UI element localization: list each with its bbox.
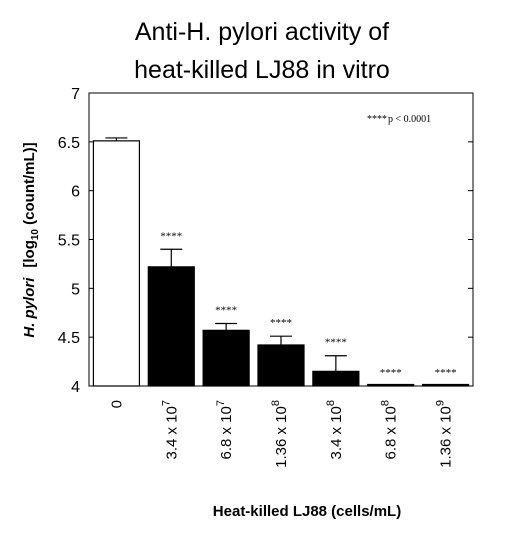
significance-mark-4: **** — [325, 337, 347, 349]
bar-2 — [202, 329, 250, 387]
y-tick-label: 4.5 — [58, 330, 80, 347]
bars: **** **** **** **** **** **** — [92, 137, 470, 387]
significance-mark-2: **** — [215, 304, 237, 316]
chart-title-line-2: heat-killed LJ88 in vitro — [134, 56, 390, 84]
bar-1 — [147, 266, 195, 387]
significance-mark-6: **** — [435, 367, 457, 379]
y-tick-label: 6.5 — [58, 135, 80, 152]
x-tick-label-1: 3.4 x 107 — [160, 400, 180, 460]
y-tick-label: 7 — [71, 86, 80, 103]
x-tick-mantissa: 6.8 x 10 — [218, 406, 235, 459]
y-tick-label: 4 — [71, 379, 80, 396]
significance-mark-1: **** — [160, 230, 182, 242]
x-tick-label-6: 1.36 x 109 — [435, 400, 455, 468]
significance-legend-stars: **** — [367, 114, 387, 125]
significance-legend: ****p < 0.0001 — [367, 114, 431, 125]
y-axis-label: H. pylori [log10 (count/mL)] — [21, 142, 41, 337]
x-tick-exponent: 9 — [435, 400, 447, 406]
x-tick-exponent: 8 — [380, 400, 392, 406]
x-tick-mantissa: 3.4 x 10 — [163, 406, 180, 459]
x-tick-mantissa: 6.8 x 10 — [383, 406, 400, 459]
bar-3 — [257, 344, 305, 387]
bar-5 — [367, 383, 415, 387]
x-tick-mantissa: 1.36 x 10 — [273, 406, 290, 468]
x-tick-mantissa: 0 — [108, 400, 125, 408]
significance-mark-5: **** — [380, 367, 402, 379]
x-tick-exponent: 7 — [215, 400, 227, 406]
y-tick-label: 5.5 — [58, 233, 80, 250]
y-axis-label-subscript: 10 — [30, 229, 41, 241]
chart-title: Anti-H. pylori activity of heat-killed L… — [134, 18, 390, 84]
chart-title-line-1: Anti-H. pylori activity of — [135, 18, 389, 46]
bar-0 — [92, 140, 141, 387]
y-tick-label: 5 — [71, 281, 80, 298]
x-tick-label-0: 0 — [108, 400, 125, 408]
x-tick-label-4: 3.4 x 108 — [325, 400, 345, 460]
y-axis: 4 4.5 5 5.5 6 6.5 7 — [58, 86, 473, 396]
y-axis-label-unit: (count/mL)] — [21, 142, 38, 229]
x-axis-label: Heat-killed LJ88 (cells/mL) — [213, 503, 401, 520]
bar-6 — [421, 383, 470, 387]
y-tick-label: 6 — [71, 184, 80, 201]
bar-4 — [312, 370, 360, 387]
x-tick-label-2: 6.8 x 107 — [215, 400, 235, 460]
significance-mark-3: **** — [270, 317, 292, 329]
x-tick-exponent: 7 — [160, 400, 172, 406]
y-axis-label-prefix: [log — [21, 240, 38, 268]
x-tick-label-5: 6.8 x 108 — [380, 400, 400, 460]
x-tick-exponent: 8 — [325, 400, 337, 406]
x-tick-exponent: 8 — [270, 400, 282, 406]
x-tick-label-3: 1.36 x 108 — [270, 400, 290, 468]
x-tick-mantissa: 3.4 x 10 — [328, 406, 345, 459]
significance-legend-text: p < 0.0001 — [388, 114, 431, 125]
x-tick-mantissa: 1.36 x 10 — [438, 406, 455, 468]
y-axis-label-organism: H. pylori — [21, 277, 38, 338]
